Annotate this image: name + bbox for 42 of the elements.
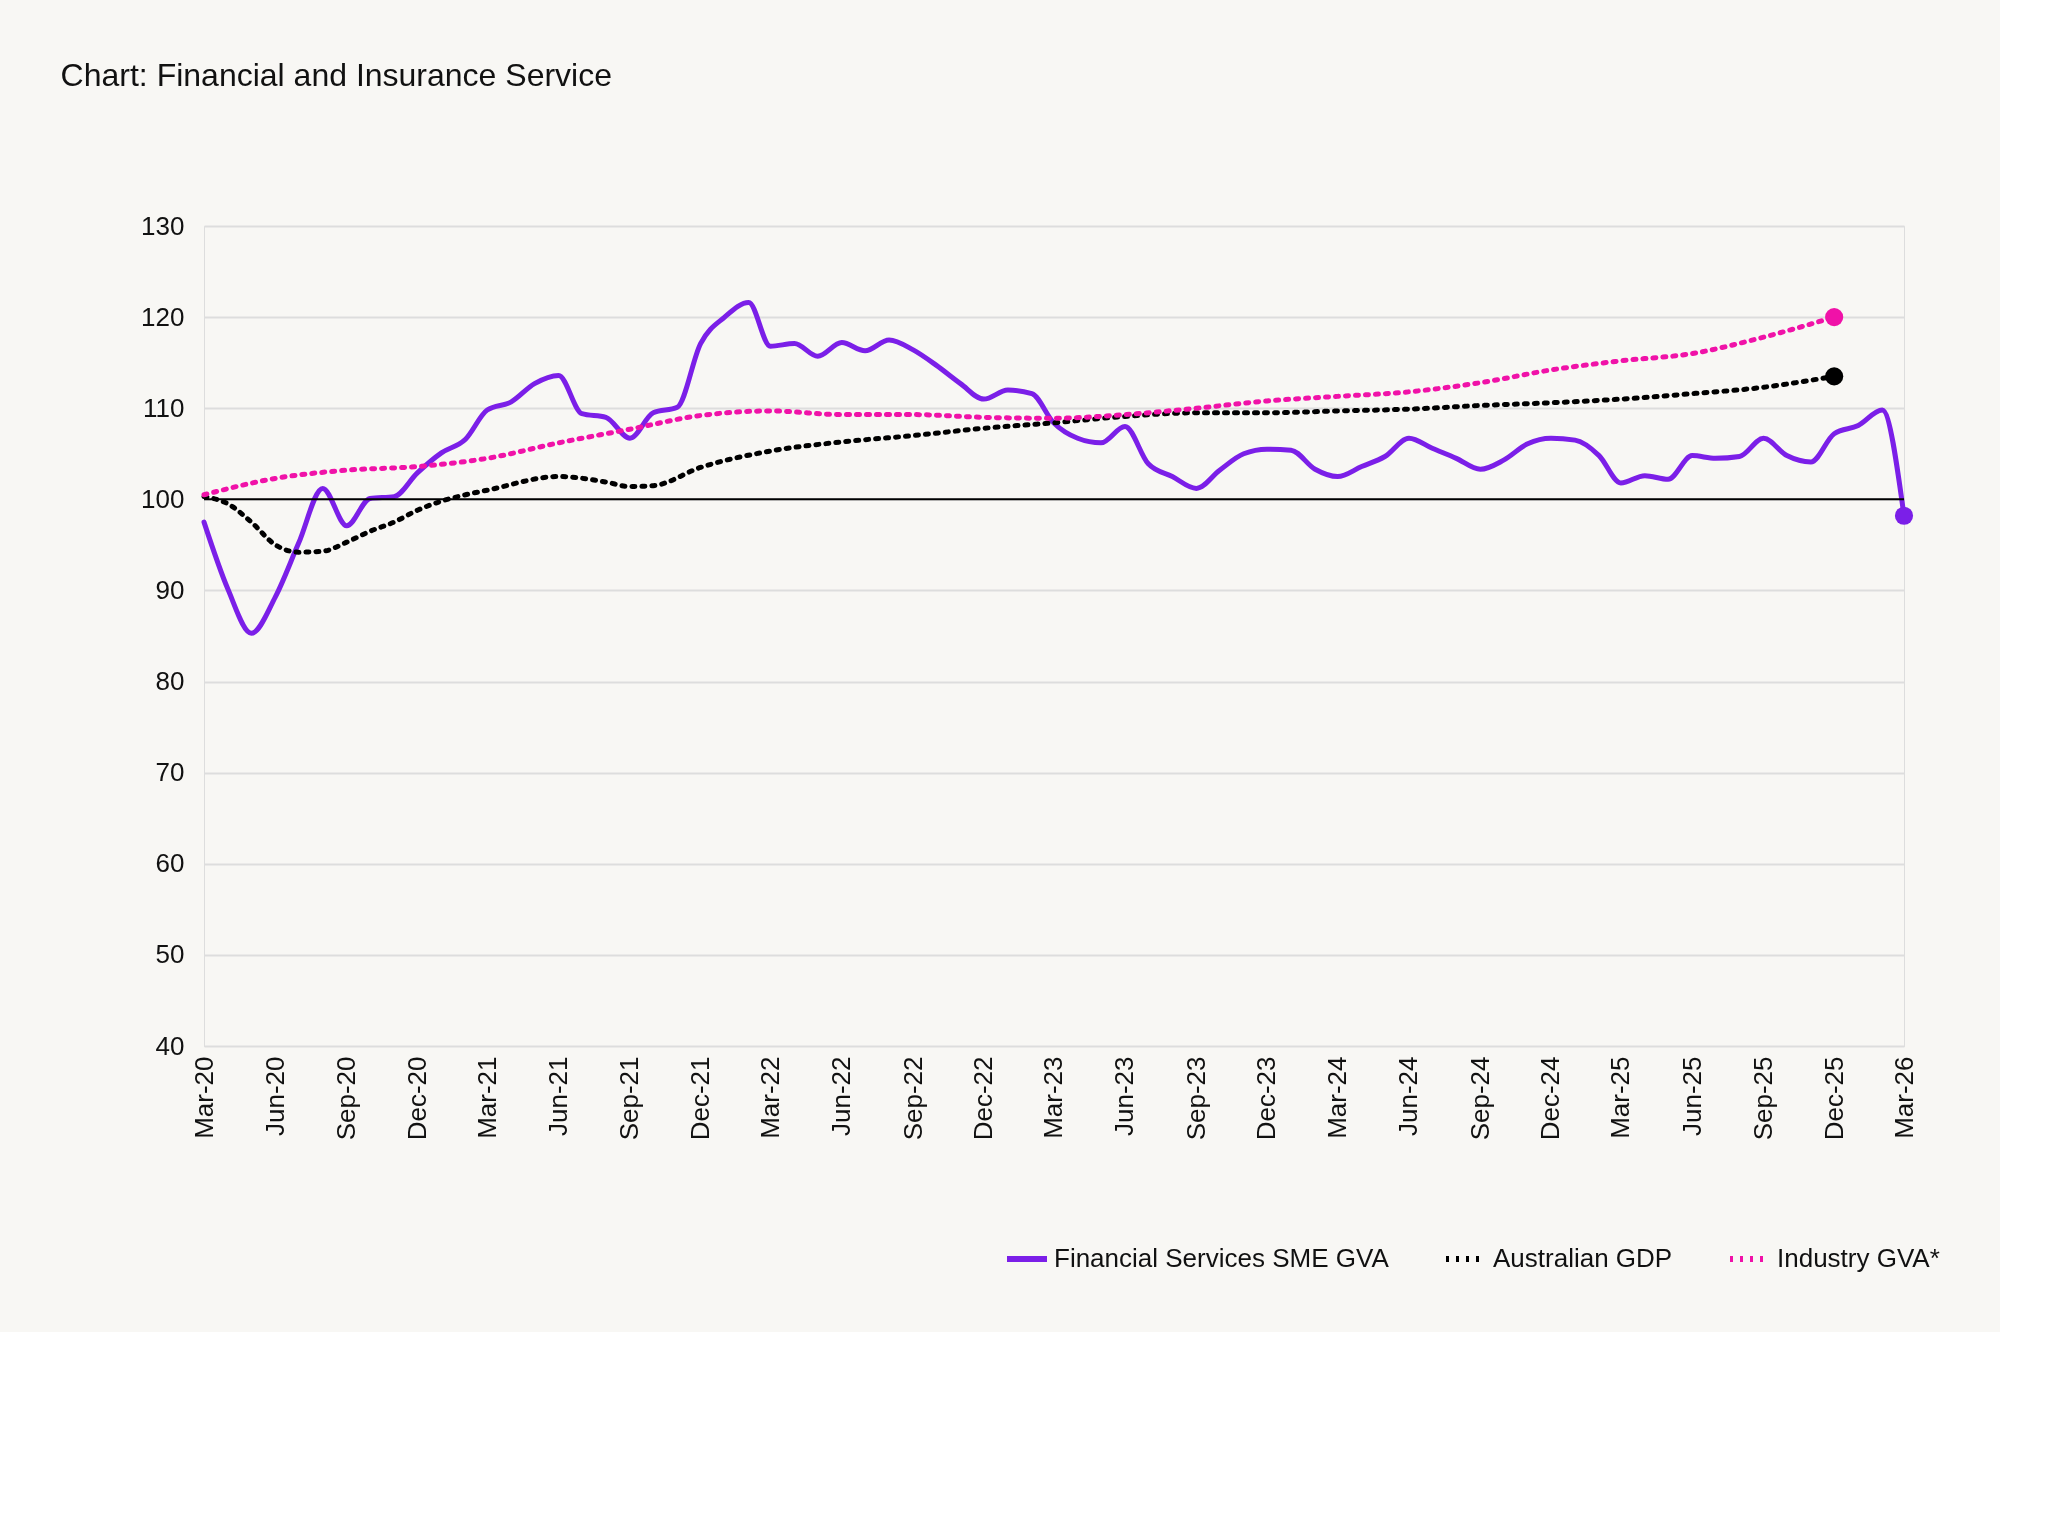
x-tick-label: Dec-24	[1535, 1056, 1566, 1141]
point	[1825, 308, 1844, 327]
x-tick-label: Sep-21	[614, 1056, 645, 1141]
y-tick-label: 60	[155, 848, 185, 879]
legend-label: Industry GVA*	[1777, 1243, 1940, 1273]
x-tick-label: Sep-24	[1464, 1056, 1495, 1141]
x-tick-label: Jun-25	[1676, 1056, 1707, 1136]
y-tick-label: 120	[141, 301, 185, 332]
y-tick-label: 80	[155, 666, 185, 697]
y-tick-label: 110	[143, 392, 185, 423]
x-tick-label: Mar-24	[1322, 1056, 1353, 1139]
x-tick-label: Mar-23	[1038, 1056, 1069, 1139]
x-tick-label: Dec-23	[1251, 1056, 1282, 1141]
x-tick-label: Jun-22	[826, 1056, 857, 1136]
x-tick-label: Mar-21	[471, 1056, 502, 1139]
point	[1825, 367, 1844, 386]
x-tick-label: Dec-25	[1818, 1056, 1849, 1141]
x-tick-label: Mar-26	[1888, 1056, 1919, 1139]
legend-label: Australian GDP	[1493, 1243, 1673, 1273]
x-tick-label: Jun-23	[1109, 1056, 1140, 1136]
x-tick-label: Mar-20	[188, 1056, 219, 1139]
x-tick-label: Sep-23	[1180, 1056, 1211, 1141]
point	[1894, 506, 1914, 525]
y-tick-label: 100	[141, 483, 185, 514]
x-tick-label: Sep-20	[331, 1056, 362, 1141]
y-tick-label: 90	[155, 574, 185, 605]
y-tick-label: 40	[155, 1030, 185, 1061]
x-tick-label: Dec-21	[685, 1056, 716, 1141]
y-tick-label: 70	[155, 757, 185, 788]
legend-label: Financial Services SME GVA	[1054, 1243, 1390, 1273]
x-tick-label: Jun-24	[1393, 1056, 1424, 1136]
x-tick-label: Sep-22	[897, 1056, 928, 1141]
y-tick-label: 50	[155, 939, 185, 970]
x-tick-label: Dec-22	[968, 1056, 999, 1141]
y-tick-label: 130	[141, 210, 185, 241]
chart-title: Chart: Financial and Insurance Service	[60, 57, 613, 93]
x-tick-label: Mar-25	[1605, 1056, 1636, 1139]
x-tick-label: Sep-25	[1748, 1056, 1779, 1141]
x-tick-label: Jun-21	[543, 1056, 574, 1136]
x-tick-label: Dec-20	[401, 1056, 432, 1141]
x-tick-label: Mar-22	[754, 1056, 785, 1139]
x-tick-label: Jun-20	[259, 1056, 290, 1136]
